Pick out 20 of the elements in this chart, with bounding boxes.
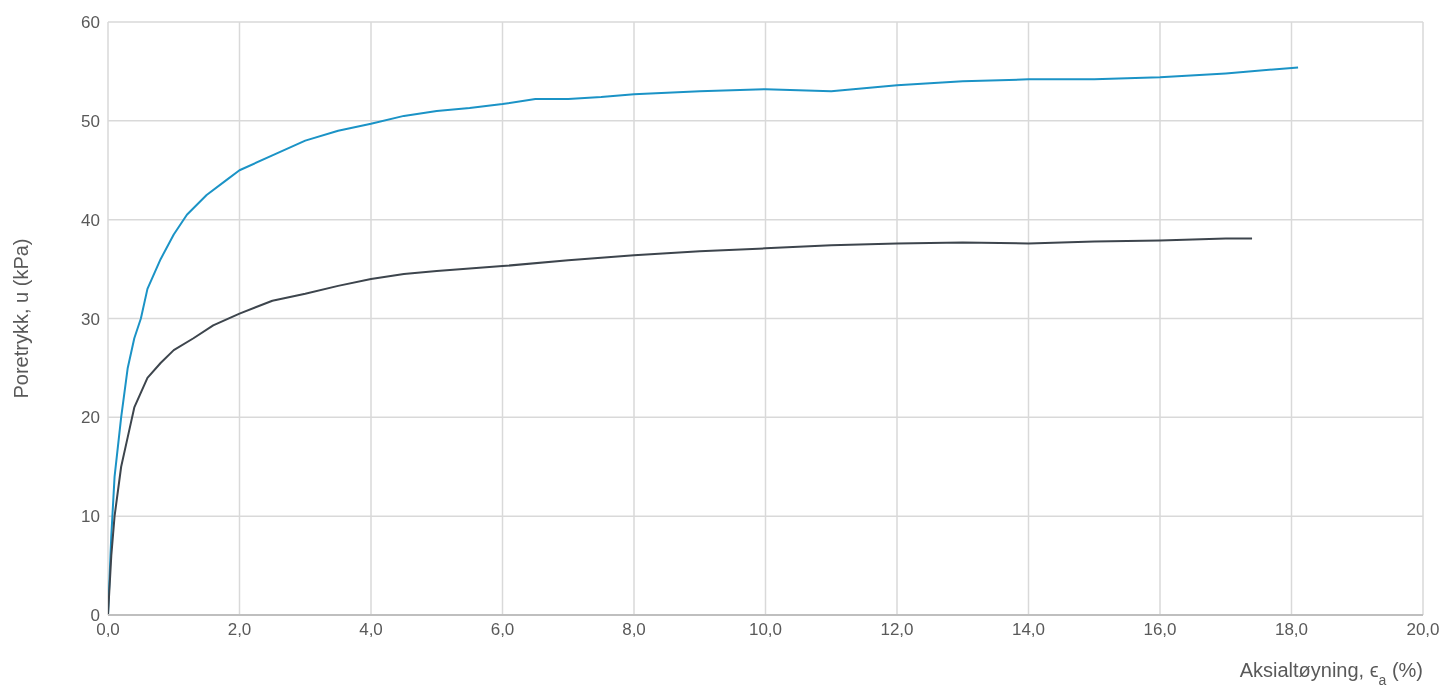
x-tick-label: 18,0 xyxy=(1274,620,1309,640)
y-tick-label: 40 xyxy=(81,210,100,230)
y-tick-label: 10 xyxy=(81,507,100,527)
x-axis-title: Aksialtøyning, ϵ$_{a}$ (%) xyxy=(1239,659,1423,688)
y-tick-label: 60 xyxy=(81,13,100,33)
y-tick-label: 30 xyxy=(81,309,100,329)
x-tick-label: 20,0 xyxy=(1406,620,1440,640)
line-series xyxy=(108,237,1254,615)
x-tick-label: 0,0 xyxy=(96,620,120,640)
x-tick-label: 12,0 xyxy=(880,620,914,640)
x-tick-label: 4,0 xyxy=(359,620,383,640)
x-tick-label: 2,0 xyxy=(227,620,252,640)
x-tick-label: 16,0 xyxy=(1143,620,1177,640)
y-tick-label: 50 xyxy=(81,111,100,131)
x-tick-label: 8,0 xyxy=(622,620,646,640)
x-tick-label: 10,0 xyxy=(748,620,783,640)
x-tick-label: 6,0 xyxy=(490,620,515,640)
y-axis-title: Poretrykk, u (kPa) xyxy=(10,238,32,399)
y-tick-label: 20 xyxy=(81,408,100,428)
x-tick-label: 14,0 xyxy=(1011,620,1046,640)
